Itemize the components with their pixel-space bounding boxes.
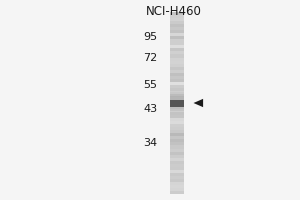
Bar (170, 106, 184, 109)
Bar (170, 12, 184, 15)
Bar (170, 76, 184, 79)
Bar (170, 158, 184, 161)
Text: 55: 55 (143, 80, 158, 90)
Bar (170, 182, 184, 185)
Bar (170, 139, 184, 142)
Bar (170, 112, 184, 115)
Bar (170, 109, 184, 112)
Bar (170, 88, 184, 91)
Bar (170, 45, 184, 48)
Bar (170, 97, 184, 100)
Bar (170, 127, 184, 130)
Bar (170, 173, 184, 176)
Polygon shape (194, 99, 203, 107)
Bar (170, 36, 184, 39)
Bar (170, 24, 184, 27)
Bar (170, 85, 184, 88)
Text: 72: 72 (143, 53, 158, 63)
Bar (170, 142, 184, 145)
Bar (170, 42, 184, 45)
Bar (170, 179, 184, 182)
Bar (170, 185, 184, 188)
Bar (170, 91, 184, 94)
Bar (170, 118, 184, 121)
Bar (170, 133, 184, 136)
Text: 34: 34 (143, 138, 158, 148)
Bar (170, 58, 184, 61)
Bar (170, 48, 184, 51)
Bar (170, 152, 184, 155)
Text: 95: 95 (143, 32, 158, 42)
Bar (170, 161, 184, 164)
Bar (170, 82, 184, 85)
Bar (170, 148, 184, 152)
Bar (170, 191, 184, 194)
Bar (170, 155, 184, 158)
Bar (170, 39, 184, 42)
Bar (170, 136, 184, 139)
Bar (170, 92, 184, 114)
Bar (170, 121, 184, 124)
Bar (170, 64, 184, 67)
Bar (170, 70, 184, 73)
Bar (170, 188, 184, 191)
Bar (170, 94, 184, 97)
Bar (170, 18, 184, 21)
Bar (170, 145, 184, 148)
Bar (170, 170, 184, 173)
Text: 43: 43 (143, 104, 158, 114)
Bar (170, 115, 184, 118)
Bar (170, 51, 184, 54)
Bar (170, 99, 184, 106)
Bar (170, 176, 184, 179)
Text: NCI-H460: NCI-H460 (146, 5, 202, 18)
Bar (170, 100, 184, 103)
Bar (170, 67, 184, 70)
Bar (170, 27, 184, 30)
Bar (170, 103, 184, 106)
Bar (170, 33, 184, 36)
Bar (170, 130, 184, 133)
Bar (170, 30, 184, 33)
Bar (170, 12, 184, 194)
Bar (170, 61, 184, 64)
Bar (170, 164, 184, 167)
Bar (170, 73, 184, 76)
Bar (170, 79, 184, 82)
Bar (170, 124, 184, 127)
Bar (170, 54, 184, 58)
Bar (170, 167, 184, 170)
Bar (170, 21, 184, 24)
Bar (170, 15, 184, 18)
Bar (170, 96, 184, 110)
